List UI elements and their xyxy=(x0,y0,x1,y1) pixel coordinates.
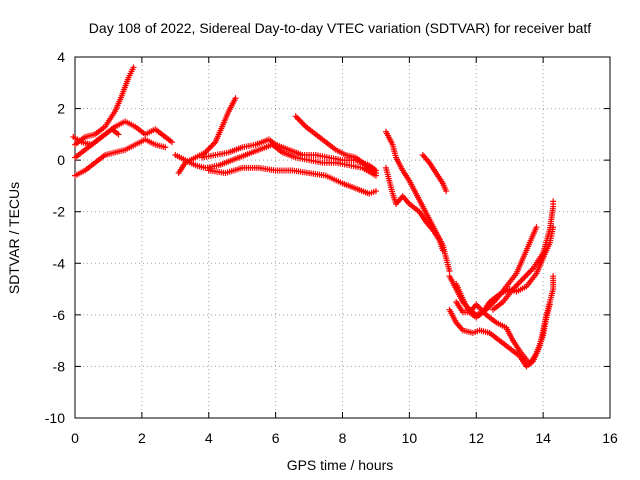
series-track-13 xyxy=(446,224,540,318)
y-tick-label: -8 xyxy=(53,358,66,374)
series-track-1 xyxy=(72,64,137,148)
series-track-7 xyxy=(205,164,379,197)
data-point xyxy=(546,301,553,308)
data-point xyxy=(517,278,524,285)
x-tick-label: 4 xyxy=(205,430,213,446)
y-tick-label: -2 xyxy=(53,204,66,220)
series-track-11 xyxy=(382,164,446,254)
y-tick-label: 2 xyxy=(57,101,65,117)
data-point xyxy=(162,144,169,151)
series-track-3 xyxy=(72,136,169,179)
x-tick-label: 0 xyxy=(71,430,79,446)
series-track-5 xyxy=(175,95,239,177)
data-point xyxy=(533,224,540,231)
data-point xyxy=(205,146,212,153)
x-axis-label: GPS time / hours xyxy=(287,457,394,473)
y-tick-label: -10 xyxy=(45,410,65,426)
series-track-12 xyxy=(419,151,450,195)
x-tick-label: 2 xyxy=(138,430,146,446)
data-point xyxy=(520,275,527,282)
data-point xyxy=(232,95,239,102)
data-point xyxy=(515,280,522,287)
data-point xyxy=(550,198,557,205)
data-point xyxy=(209,142,216,149)
data-point xyxy=(115,131,122,138)
x-tick-label: 14 xyxy=(535,430,551,446)
x-tick-label: 8 xyxy=(339,430,347,446)
y-axis-label: SDTVAR / TECUs xyxy=(6,182,22,294)
data-point xyxy=(439,247,446,254)
data-point xyxy=(292,113,299,120)
data-point xyxy=(443,188,450,195)
x-tick-label: 10 xyxy=(402,430,418,446)
data-point xyxy=(299,120,306,127)
data-point xyxy=(301,122,308,129)
data-point xyxy=(372,188,379,195)
data-point xyxy=(168,139,175,146)
data-point xyxy=(522,272,529,279)
y-tick-label: -4 xyxy=(53,255,66,271)
data-point xyxy=(524,271,531,278)
series-track-8 xyxy=(199,136,379,174)
data-point xyxy=(294,114,301,121)
data-point xyxy=(130,64,137,71)
data-point xyxy=(206,144,213,151)
data-point xyxy=(208,143,215,150)
grid xyxy=(75,57,610,418)
data-point xyxy=(525,269,532,276)
data-point xyxy=(527,268,534,275)
chart-title: Day 108 of 2022, Sidereal Day-to-day VTE… xyxy=(89,20,592,36)
data-point xyxy=(295,116,302,123)
data-point xyxy=(296,117,303,124)
y-tick-label: -6 xyxy=(53,307,66,323)
data-point xyxy=(514,281,521,288)
data-point xyxy=(521,274,528,281)
series-track-9 xyxy=(292,113,379,177)
series-track-14 xyxy=(446,273,557,370)
x-tick-label: 6 xyxy=(272,430,280,446)
series-track-16 xyxy=(453,298,553,367)
data-point xyxy=(550,273,557,280)
series-track-4 xyxy=(70,126,122,148)
x-tick-label: 12 xyxy=(468,430,484,446)
axis-ticks: 0 2 4 6 8 10 12 14 16 -10 -8 -6 -4 -2 0 2 4 xyxy=(45,49,618,446)
data-markers xyxy=(70,64,557,370)
data-point xyxy=(518,277,525,284)
x-tick-label: 16 xyxy=(602,430,618,446)
series-track-17 xyxy=(489,198,557,313)
data-point xyxy=(476,304,483,311)
data-point xyxy=(446,268,453,275)
data-point xyxy=(298,119,305,126)
y-tick-label: 4 xyxy=(57,49,65,65)
y-tick-label: 0 xyxy=(57,152,65,168)
data-point xyxy=(372,170,379,177)
series-track-2 xyxy=(72,118,175,161)
